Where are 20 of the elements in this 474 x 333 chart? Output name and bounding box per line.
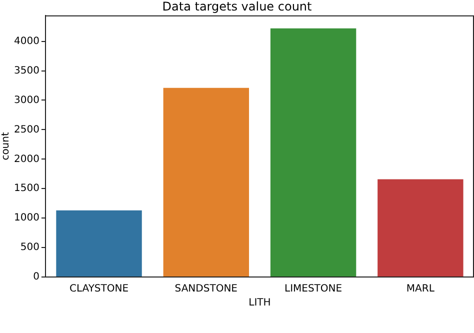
bar <box>163 88 250 276</box>
y-tick-label: 3500 <box>14 65 40 76</box>
x-tick-label: SANDSTONE <box>174 284 238 295</box>
y-tick-label: 2000 <box>14 154 40 165</box>
y-tick-label: 4000 <box>14 36 40 47</box>
y-tick-label: 0 <box>33 272 40 283</box>
y-axis-title: count <box>0 132 12 160</box>
y-tick-label: 1000 <box>14 212 40 224</box>
x-tick-label: CLAYSTONE <box>69 284 129 295</box>
chart-title: Data targets value count <box>162 0 312 14</box>
y-tick-label: 500 <box>20 242 40 254</box>
y-tick-label: 3000 <box>14 94 40 106</box>
bar <box>378 179 464 276</box>
y-tick-label: 1500 <box>14 183 40 194</box>
x-axis-title: LITH <box>248 298 271 309</box>
x-tick-label: LIMESTONE <box>284 284 342 295</box>
bar <box>270 28 356 276</box>
x-tick-label: MARL <box>406 284 435 295</box>
y-tick-label: 2500 <box>14 124 40 136</box>
bar <box>56 210 142 276</box>
